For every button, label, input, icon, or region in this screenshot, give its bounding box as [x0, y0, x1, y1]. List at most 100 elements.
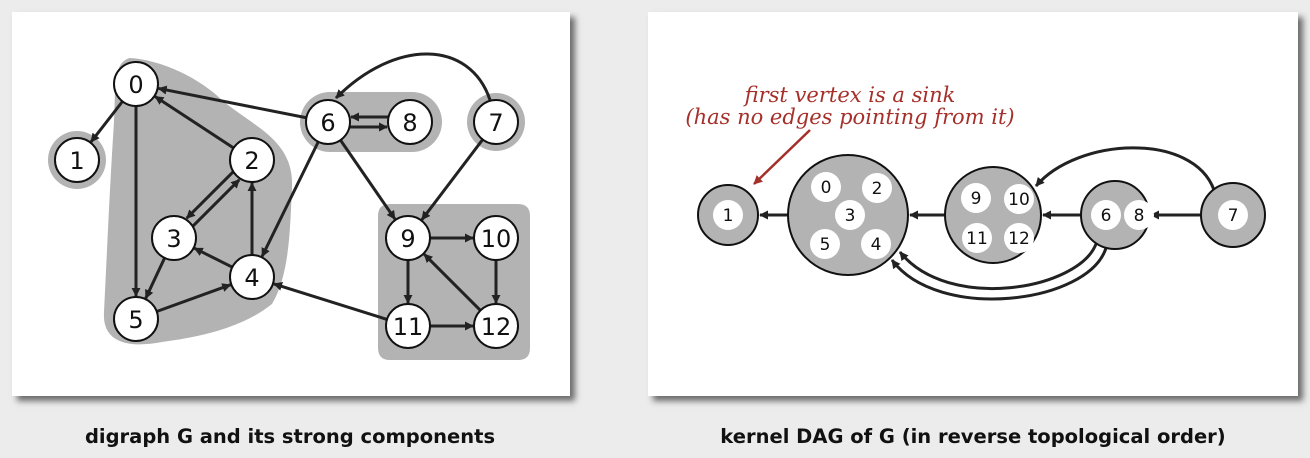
- vertex-11: 11: [385, 303, 431, 349]
- digraph-caption: digraph G and its strong components: [84, 425, 496, 448]
- vertex-12: 12: [473, 303, 519, 349]
- vertex-10: 10: [473, 215, 519, 261]
- vertex-9: 9: [385, 215, 431, 261]
- edge-6-4: [260, 141, 320, 258]
- kernel-vertex-circle: [713, 200, 743, 230]
- kernel-dag-panel: 1 0 2 3 5 4 9 10 11 12 6 8 7 first vertex is a sink (h…: [648, 12, 1298, 396]
- kernel-vertex-circle: [861, 229, 891, 259]
- annotation-arrow: [753, 129, 811, 185]
- kernel-edge-6-8-to-0-2-3-4-5-b: [890, 247, 1108, 301]
- kernel-vertex-11: 11: [962, 223, 992, 253]
- vertex-6: 6: [305, 99, 351, 145]
- kernel-edge-6-8-to-0-2-3-4-5-a: [898, 243, 1098, 290]
- kernel-vertex-label: 1: [723, 206, 734, 226]
- kernel-vertex-label: 10: [1008, 190, 1030, 210]
- kernel-vertex-10: 10: [1004, 184, 1034, 214]
- kernel-vertex-label: 2: [872, 179, 883, 199]
- edge-2-0: [154, 95, 235, 150]
- kernel-vertex-circle: [811, 172, 841, 202]
- edge-12-9: [423, 253, 482, 312]
- kernel-vertex-label: 5: [820, 235, 831, 255]
- vertex-label: 10: [481, 225, 512, 253]
- vertex-label: 9: [400, 225, 415, 253]
- vertex-label: 11: [393, 313, 424, 341]
- kernel-vertex-label: 3: [845, 206, 856, 226]
- kernel-vertex-8: 8: [1124, 200, 1154, 230]
- kernel-vertex-6: 6: [1091, 200, 1121, 230]
- vertex-label: 0: [128, 71, 143, 99]
- edges: [89, 52, 501, 331]
- kernel-vertex-circle: [961, 183, 991, 213]
- vertex-circle: [113, 296, 159, 342]
- edge-2-3: [185, 170, 234, 220]
- kernel-node-7: 7: [1200, 182, 1266, 248]
- edge-3-2: [192, 178, 241, 228]
- kernel-vertex-label: 6: [1101, 206, 1112, 226]
- kernel-vertex-2: 2: [862, 173, 892, 203]
- kernel-vertex-3: 3: [835, 200, 865, 230]
- kernel-node-9-10-11-12: 9 10 11 12: [944, 166, 1042, 264]
- vertex-circle: [473, 215, 519, 261]
- vertex-circle: [113, 61, 159, 107]
- kernel-vertex-9: 9: [961, 183, 991, 213]
- edge-7-6: [334, 52, 492, 101]
- kernel-vertex-circle: [1091, 200, 1121, 230]
- vertex-circle: [473, 303, 519, 349]
- kernel-vertex-0: 0: [811, 172, 841, 202]
- kernel-vertex-4: 4: [861, 229, 891, 259]
- vertex-label: 1: [69, 147, 84, 175]
- vertex-circle: [473, 99, 519, 145]
- vertex-1: 1: [54, 137, 100, 183]
- vertex-circle: [385, 303, 431, 349]
- kernel-vertex-circle: [1124, 200, 1154, 230]
- vertex-circle: [54, 137, 100, 183]
- kernel-vertex-label: 12: [1008, 229, 1030, 249]
- vertex-label: 3: [166, 225, 181, 253]
- edge-5-4: [156, 283, 232, 313]
- vertex-label: 2: [244, 147, 259, 175]
- edge-6-9: [339, 139, 397, 220]
- kernel-node-0-2-3-4-5: 0 235 4: [787, 154, 909, 276]
- vertex-2: 2: [229, 137, 275, 183]
- vertex-label: 8: [402, 109, 417, 137]
- vertex-circle: [229, 254, 275, 300]
- kernel-vertex-circle: [1004, 223, 1034, 253]
- kernel-edges: [759, 146, 1216, 301]
- vertex-circle: [385, 215, 431, 261]
- kernel-vertex-label: 8: [1134, 206, 1145, 226]
- annotation-line1: first vertex is a sink: [743, 83, 956, 107]
- vertex-label: 6: [320, 109, 335, 137]
- edge-6-0: [157, 85, 307, 120]
- edge-3-5: [144, 257, 167, 299]
- annotation-line2: (has no edges pointing from it): [685, 105, 1014, 129]
- vertex-5: 5: [113, 296, 159, 342]
- kernel-vertex-label: 9: [971, 189, 982, 209]
- kernel-vertex-12: 12: [1004, 223, 1034, 253]
- edge-7-9: [420, 138, 484, 221]
- vertex-label: 4: [244, 264, 259, 292]
- kernel-vertex-5: 5: [810, 229, 840, 259]
- vertex-circle: [151, 215, 197, 261]
- vertex-circle: [305, 99, 351, 145]
- digraph-panel: 0 1 2 3 4 5 6 7 8 9 10 11 12: [12, 12, 570, 396]
- vertex-circle: [387, 99, 433, 145]
- kernel-vertex-circle: [810, 229, 840, 259]
- vertex-circle: [229, 137, 275, 183]
- kernel-vertex-circle: [862, 173, 892, 203]
- kernel-vertex-circle: [962, 223, 992, 253]
- kernel-vertex-circle: [1004, 184, 1034, 214]
- kernel-node-1: 1: [697, 184, 759, 246]
- kernel-vertex-label: 0: [821, 178, 832, 198]
- kernel-vertex-label: 7: [1228, 206, 1239, 226]
- kernel-vertex-7: 7: [1218, 200, 1248, 230]
- kernel-vertex-label: 4: [871, 235, 882, 255]
- vertex-4: 4: [229, 254, 275, 300]
- vertex-0: 0: [113, 61, 159, 107]
- vertex-3: 3: [151, 215, 197, 261]
- kernel-vertex-label: 11: [966, 229, 988, 249]
